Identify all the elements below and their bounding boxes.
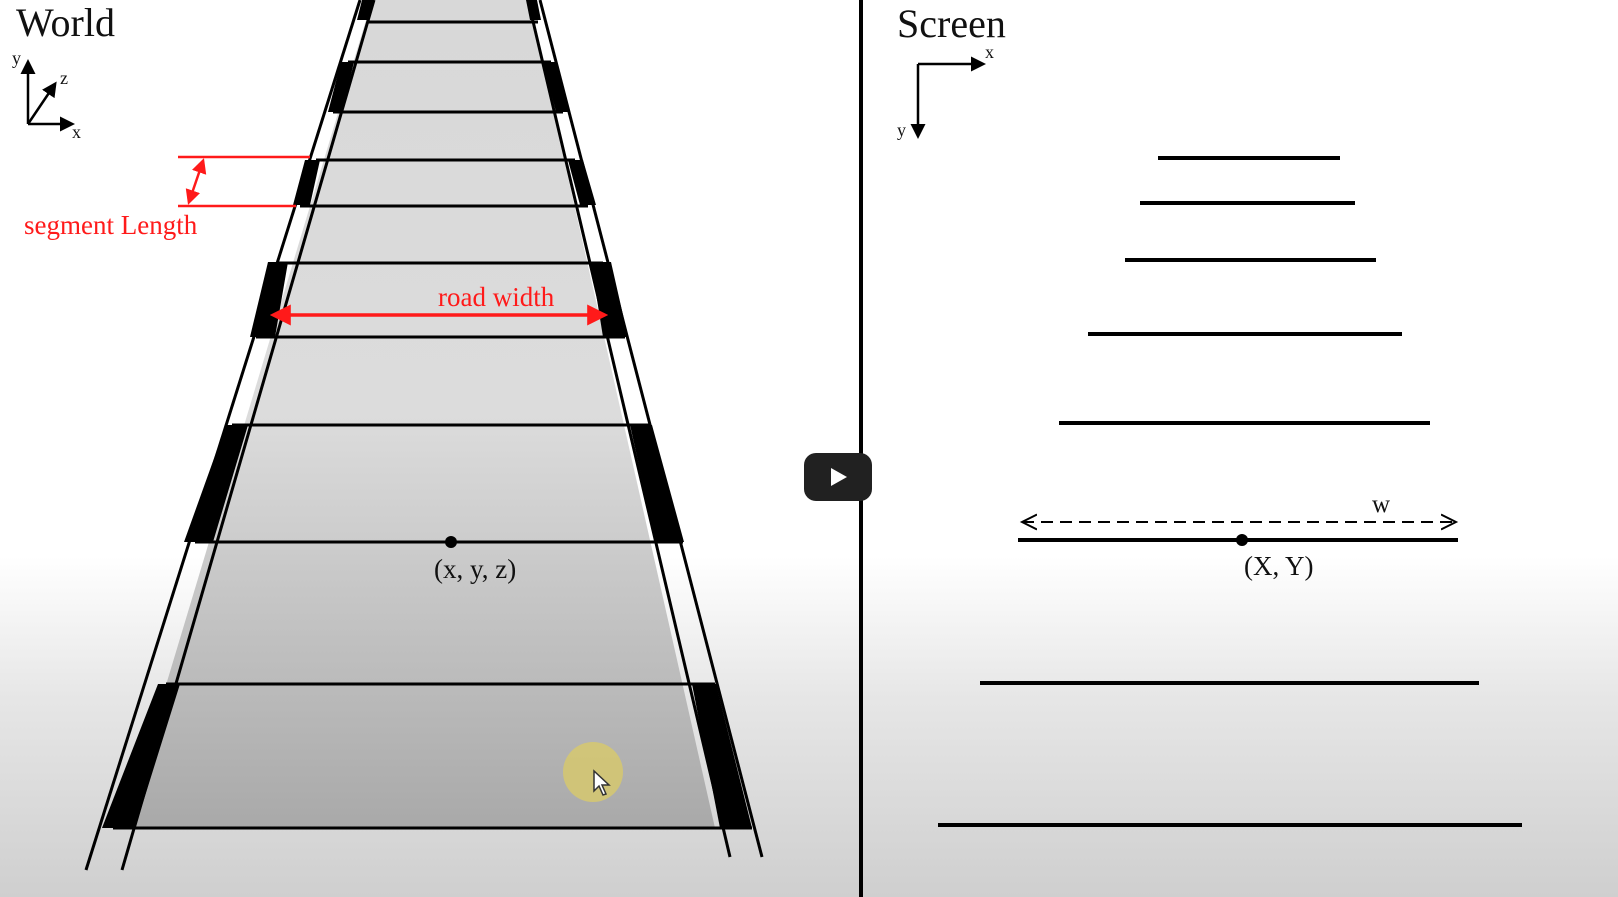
screen-axis-x-label: x <box>985 42 994 62</box>
play-icon <box>831 468 847 486</box>
screen-point-marker <box>1236 534 1248 546</box>
screen-point-label: (X, Y) <box>1244 551 1313 581</box>
world-axis-z-label: z <box>60 68 68 88</box>
world-axes <box>20 59 75 132</box>
screen-title: Screen <box>897 1 1006 46</box>
road-width-label: road width <box>438 282 555 312</box>
segment-length-indicator <box>178 155 310 208</box>
screen-width-label: w <box>1372 491 1390 518</box>
segment-lines <box>113 20 752 830</box>
screen-axis-y-label: y <box>897 120 906 140</box>
world-point-marker <box>445 536 457 548</box>
world-panel: World y z x segment Length road width (x… <box>12 0 764 871</box>
road-edges <box>84 0 764 871</box>
world-axis-y-label: y <box>12 48 21 68</box>
world-point-label: (x, y, z) <box>434 554 516 584</box>
world-axis-x-label: x <box>72 122 81 142</box>
screen-panel: Screen x y w (X, Y) <box>897 1 1522 827</box>
cursor-highlight <box>563 742 623 802</box>
world-title: World <box>16 0 115 45</box>
screen-segment-lines <box>938 156 1522 827</box>
screen-axes <box>910 56 986 139</box>
video-play-button[interactable] <box>804 453 872 501</box>
mouse-cursor-icon <box>593 769 611 796</box>
segment-length-label: segment Length <box>24 210 198 240</box>
